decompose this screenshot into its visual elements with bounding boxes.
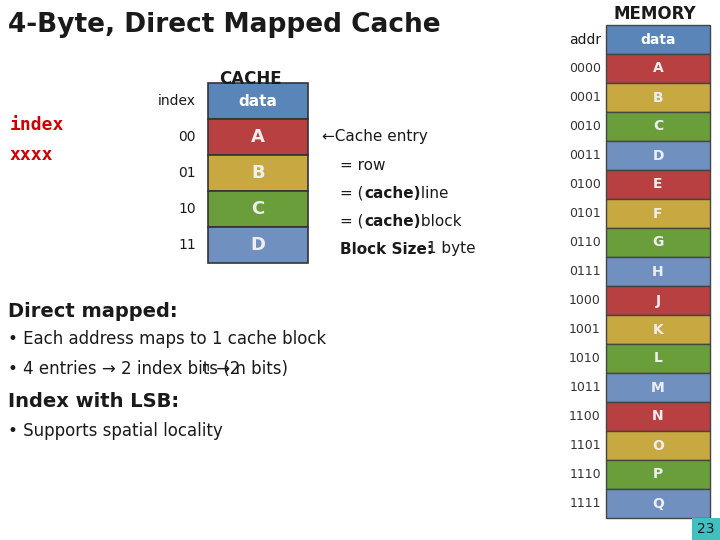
Text: 0010: 0010 — [569, 120, 601, 133]
Text: 0000: 0000 — [569, 62, 601, 75]
Text: C: C — [653, 119, 663, 133]
Bar — [606, 344, 710, 373]
Text: • 4 entries → 2 index bits (2: • 4 entries → 2 index bits (2 — [8, 360, 240, 378]
Text: 10: 10 — [179, 202, 196, 216]
Text: 0100: 0100 — [569, 178, 601, 191]
Bar — [208, 83, 308, 119]
Bar — [208, 119, 308, 155]
Bar — [606, 170, 710, 199]
Text: 1100: 1100 — [569, 410, 601, 423]
Text: B: B — [653, 91, 663, 105]
Text: C: C — [251, 200, 265, 218]
Text: ←Cache entry: ←Cache entry — [322, 130, 428, 145]
Text: M: M — [651, 381, 665, 395]
Text: 0111: 0111 — [570, 265, 600, 278]
Text: index: index — [158, 94, 196, 108]
Text: 0110: 0110 — [569, 236, 601, 249]
Text: → n bits): → n bits) — [211, 360, 288, 378]
Bar — [606, 489, 710, 518]
Text: CACHE: CACHE — [219, 70, 282, 88]
Text: • Each address maps to 1 cache block: • Each address maps to 1 cache block — [8, 330, 326, 348]
Text: data: data — [238, 93, 277, 109]
Bar — [606, 257, 710, 286]
Bar — [692, 518, 720, 540]
Text: P: P — [653, 468, 663, 482]
Text: D: D — [652, 148, 664, 163]
Text: 0001: 0001 — [569, 91, 601, 104]
Text: xxxx: xxxx — [10, 146, 53, 164]
Bar — [208, 191, 308, 227]
Text: 1000: 1000 — [569, 294, 601, 307]
Bar — [606, 199, 710, 228]
Bar — [606, 25, 710, 54]
Bar — [606, 402, 710, 431]
Text: = row: = row — [340, 158, 385, 172]
Text: J: J — [655, 294, 660, 307]
Text: 1101: 1101 — [570, 439, 600, 452]
Text: line: line — [416, 186, 449, 200]
Text: 01: 01 — [179, 166, 196, 180]
Text: cache): cache) — [364, 186, 420, 200]
Text: O: O — [652, 438, 664, 453]
Bar — [606, 373, 710, 402]
Bar — [606, 112, 710, 141]
Text: cache): cache) — [364, 213, 420, 228]
Text: 1110: 1110 — [570, 468, 600, 481]
Text: 1011: 1011 — [570, 381, 600, 394]
Text: Q: Q — [652, 496, 664, 510]
Text: K: K — [652, 322, 663, 336]
Text: 11: 11 — [179, 238, 196, 252]
Text: 4-Byte, Direct Mapped Cache: 4-Byte, Direct Mapped Cache — [8, 12, 441, 38]
Text: B: B — [251, 164, 265, 182]
Text: 0011: 0011 — [569, 149, 601, 162]
Bar — [606, 286, 710, 315]
Bar — [606, 83, 710, 112]
Bar — [606, 228, 710, 257]
Text: H: H — [652, 265, 664, 279]
Text: D: D — [251, 236, 266, 254]
Text: 1001: 1001 — [569, 323, 601, 336]
Text: MEMORY: MEMORY — [613, 5, 696, 23]
Text: Block Size:: Block Size: — [340, 241, 433, 256]
Bar — [606, 315, 710, 344]
Text: • Supports spatial locality: • Supports spatial locality — [8, 422, 222, 440]
Bar — [208, 227, 308, 263]
Bar — [606, 54, 710, 83]
Text: block: block — [416, 213, 462, 228]
Text: 1 byte: 1 byte — [422, 241, 476, 256]
Bar — [606, 141, 710, 170]
Text: 00: 00 — [179, 130, 196, 144]
Text: addr: addr — [569, 32, 601, 46]
Text: Index with LSB:: Index with LSB: — [8, 392, 179, 411]
Bar — [606, 431, 710, 460]
Text: = (: = ( — [340, 186, 364, 200]
Text: A: A — [652, 62, 663, 76]
Text: 23: 23 — [697, 522, 715, 536]
Text: F: F — [653, 206, 662, 220]
Text: 1111: 1111 — [570, 497, 600, 510]
Text: L: L — [654, 352, 662, 366]
Text: index: index — [10, 116, 64, 134]
Text: n: n — [202, 361, 210, 374]
Text: E: E — [653, 178, 662, 192]
Text: = (: = ( — [340, 213, 364, 228]
Text: 0101: 0101 — [569, 207, 601, 220]
Text: data: data — [640, 32, 676, 46]
Text: G: G — [652, 235, 664, 249]
Bar — [606, 460, 710, 489]
Text: Direct mapped:: Direct mapped: — [8, 302, 178, 321]
Text: N: N — [652, 409, 664, 423]
Bar — [208, 155, 308, 191]
Text: A: A — [251, 128, 265, 146]
Text: 1010: 1010 — [569, 352, 601, 365]
